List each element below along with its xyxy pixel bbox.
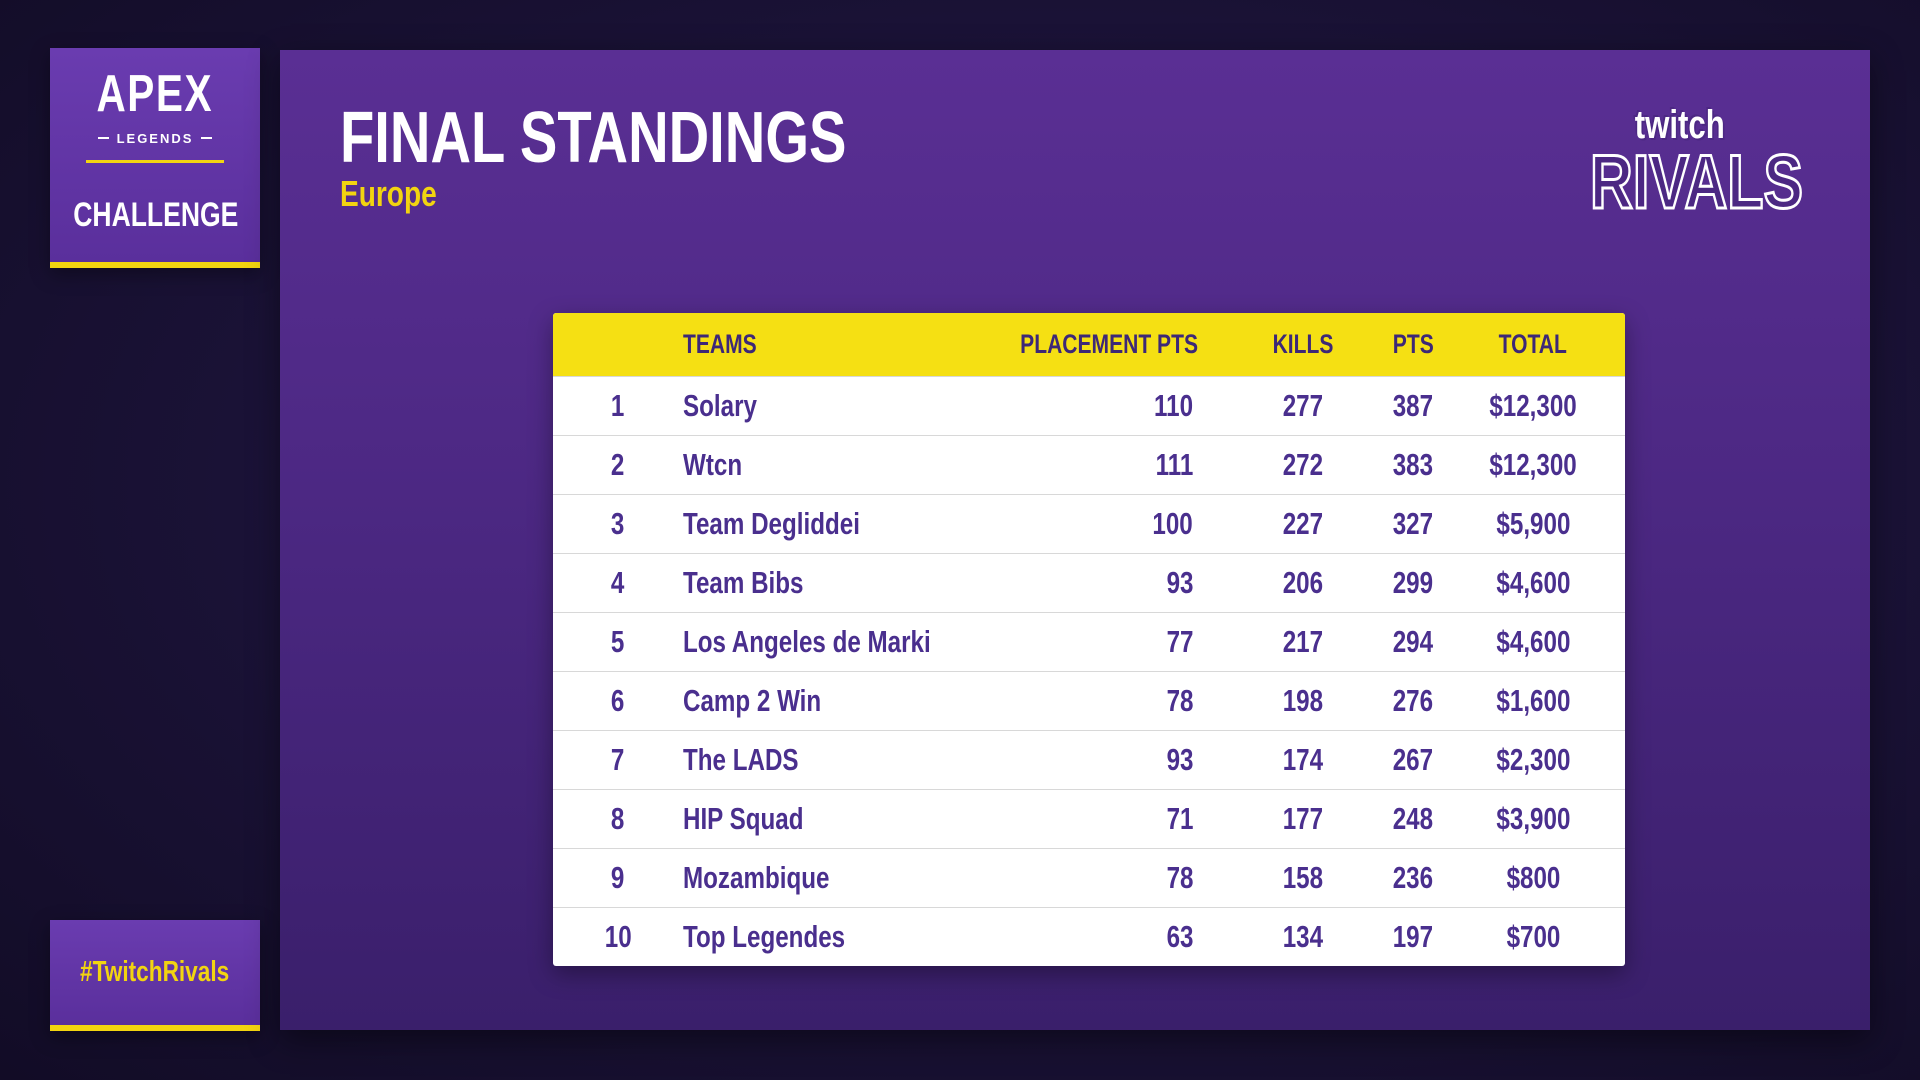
standings-panel: FINAL STANDINGS Europe twitch RIVALS TEA… xyxy=(280,50,1870,1030)
placement-pts-cell: 93 xyxy=(1166,742,1193,777)
kills-cell: 174 xyxy=(1282,742,1324,777)
team-name-cell: Los Angeles de Marki xyxy=(683,624,931,659)
placement-pts-cell: 78 xyxy=(1166,683,1193,718)
total-cell: $1,600 xyxy=(1496,683,1570,718)
kills-cell: 134 xyxy=(1282,919,1324,954)
apex-logo-wordmark: APEX xyxy=(96,65,214,123)
rivals-wordmark: RIVALS xyxy=(1589,140,1804,225)
kills-cell: 272 xyxy=(1282,447,1324,482)
placement-pts-cell: 110 xyxy=(1153,388,1193,423)
team-name-cell: Solary xyxy=(683,388,757,423)
rank-column-header xyxy=(583,313,653,376)
team-name-cell: Wtcn xyxy=(683,447,743,482)
table-row: 4 Team Bibs 93 206 299 $4,600 xyxy=(553,553,1625,612)
pts-cell: 267 xyxy=(1392,742,1434,777)
team-name-cell: HIP Squad xyxy=(683,801,804,836)
table-row: 7 The LADS 93 174 267 $2,300 xyxy=(553,730,1625,789)
table-row: 10 Top Legendes 63 134 197 $700 xyxy=(553,907,1625,966)
pts-cell: 383 xyxy=(1392,447,1434,482)
team-name-cell: Team Degliddei xyxy=(683,506,860,541)
placement-pts-cell: 78 xyxy=(1166,860,1193,895)
placement-pts-column-header: PLACEMENT PTS xyxy=(1020,329,1198,359)
team-name-cell: Top Legendes xyxy=(683,919,846,954)
total-cell: $800 xyxy=(1506,860,1560,895)
logo-divider xyxy=(86,160,224,163)
rank-cell: 10 xyxy=(604,919,632,954)
table-row: 2 Wtcn 111 272 383 $12,300 xyxy=(553,435,1625,494)
kills-cell: 177 xyxy=(1282,801,1324,836)
pts-cell: 299 xyxy=(1392,565,1434,600)
pts-cell: 248 xyxy=(1392,801,1434,836)
placement-pts-cell: 77 xyxy=(1166,624,1193,659)
table-row: 9 Mozambique 78 158 236 $800 xyxy=(553,848,1625,907)
challenge-label: CHALLENGE xyxy=(73,196,239,234)
team-name-cell: Camp 2 Win xyxy=(683,683,822,718)
rank-cell: 9 xyxy=(611,860,625,895)
pts-cell: 294 xyxy=(1392,624,1434,659)
pts-cell: 276 xyxy=(1392,683,1434,718)
rank-cell: 1 xyxy=(611,388,625,423)
pts-cell: 327 xyxy=(1392,506,1434,541)
pts-cell: 197 xyxy=(1392,919,1434,954)
table-row: 8 HIP Squad 71 177 248 $3,900 xyxy=(553,789,1625,848)
legends-right-rule xyxy=(201,137,212,139)
pts-cell: 387 xyxy=(1392,388,1434,423)
placement-pts-cell: 63 xyxy=(1166,919,1193,954)
team-name-cell: The LADS xyxy=(683,742,799,777)
apex-legends-logo-card: APEX LEGENDS CHALLENGE xyxy=(50,48,260,268)
rank-cell: 4 xyxy=(611,565,625,600)
table-row: 6 Camp 2 Win 78 198 276 $1,600 xyxy=(553,671,1625,730)
legends-subline: LEGENDS xyxy=(98,128,212,148)
total-cell: $5,900 xyxy=(1496,506,1570,541)
total-column-header: TOTAL xyxy=(1498,329,1568,359)
legends-wordmark: LEGENDS xyxy=(116,130,194,146)
kills-cell: 217 xyxy=(1282,624,1324,659)
legends-left-rule xyxy=(98,137,109,139)
twitch-rivals-logo: twitch RIVALS xyxy=(1560,103,1804,230)
pts-cell: 236 xyxy=(1392,860,1434,895)
pts-column-header: PTS xyxy=(1392,329,1434,359)
total-cell: $2,300 xyxy=(1496,742,1570,777)
total-cell: $3,900 xyxy=(1496,801,1570,836)
total-cell: $12,300 xyxy=(1489,447,1577,482)
kills-cell: 198 xyxy=(1282,683,1324,718)
placement-pts-cell: 71 xyxy=(1166,801,1193,836)
teams-column-header: TEAMS xyxy=(683,329,757,359)
table-row: 1 Solary 110 277 387 $12,300 xyxy=(553,376,1625,435)
rank-cell: 2 xyxy=(611,447,625,482)
team-name-cell: Mozambique xyxy=(683,860,830,895)
kills-cell: 227 xyxy=(1282,506,1324,541)
placement-pts-cell: 93 xyxy=(1166,565,1193,600)
total-cell: $4,600 xyxy=(1496,565,1570,600)
twitch-wordmark: twitch xyxy=(1634,103,1726,147)
total-cell: $4,600 xyxy=(1496,624,1570,659)
table-row: 5 Los Angeles de Marki 77 217 294 $4,600 xyxy=(553,612,1625,671)
rank-cell: 7 xyxy=(611,742,625,777)
rank-cell: 6 xyxy=(611,683,625,718)
standings-table: TEAMS PLACEMENT PTS KILLS PTS TOTAL 1 So… xyxy=(553,313,1625,966)
total-cell: $700 xyxy=(1506,919,1560,954)
placement-pts-cell: 111 xyxy=(1155,447,1193,482)
rank-cell: 5 xyxy=(611,624,625,659)
page-title: FINAL STANDINGS xyxy=(340,98,847,178)
team-name-cell: Team Bibs xyxy=(683,565,804,600)
kills-cell: 158 xyxy=(1282,860,1324,895)
total-cell: $12,300 xyxy=(1489,388,1577,423)
placement-pts-cell: 100 xyxy=(1152,506,1193,541)
region-subtitle: Europe xyxy=(340,173,437,214)
rank-cell: 3 xyxy=(611,506,625,541)
kills-column-header: KILLS xyxy=(1272,329,1334,359)
kills-cell: 277 xyxy=(1282,388,1324,423)
hashtag-card: #TwitchRivals xyxy=(50,920,260,1031)
table-header: TEAMS PLACEMENT PTS KILLS PTS TOTAL xyxy=(553,313,1625,376)
kills-cell: 206 xyxy=(1282,565,1324,600)
rank-cell: 8 xyxy=(611,801,625,836)
hashtag-text: #TwitchRivals xyxy=(80,956,230,988)
table-row: 3 Team Degliddei 100 227 327 $5,900 xyxy=(553,494,1625,553)
